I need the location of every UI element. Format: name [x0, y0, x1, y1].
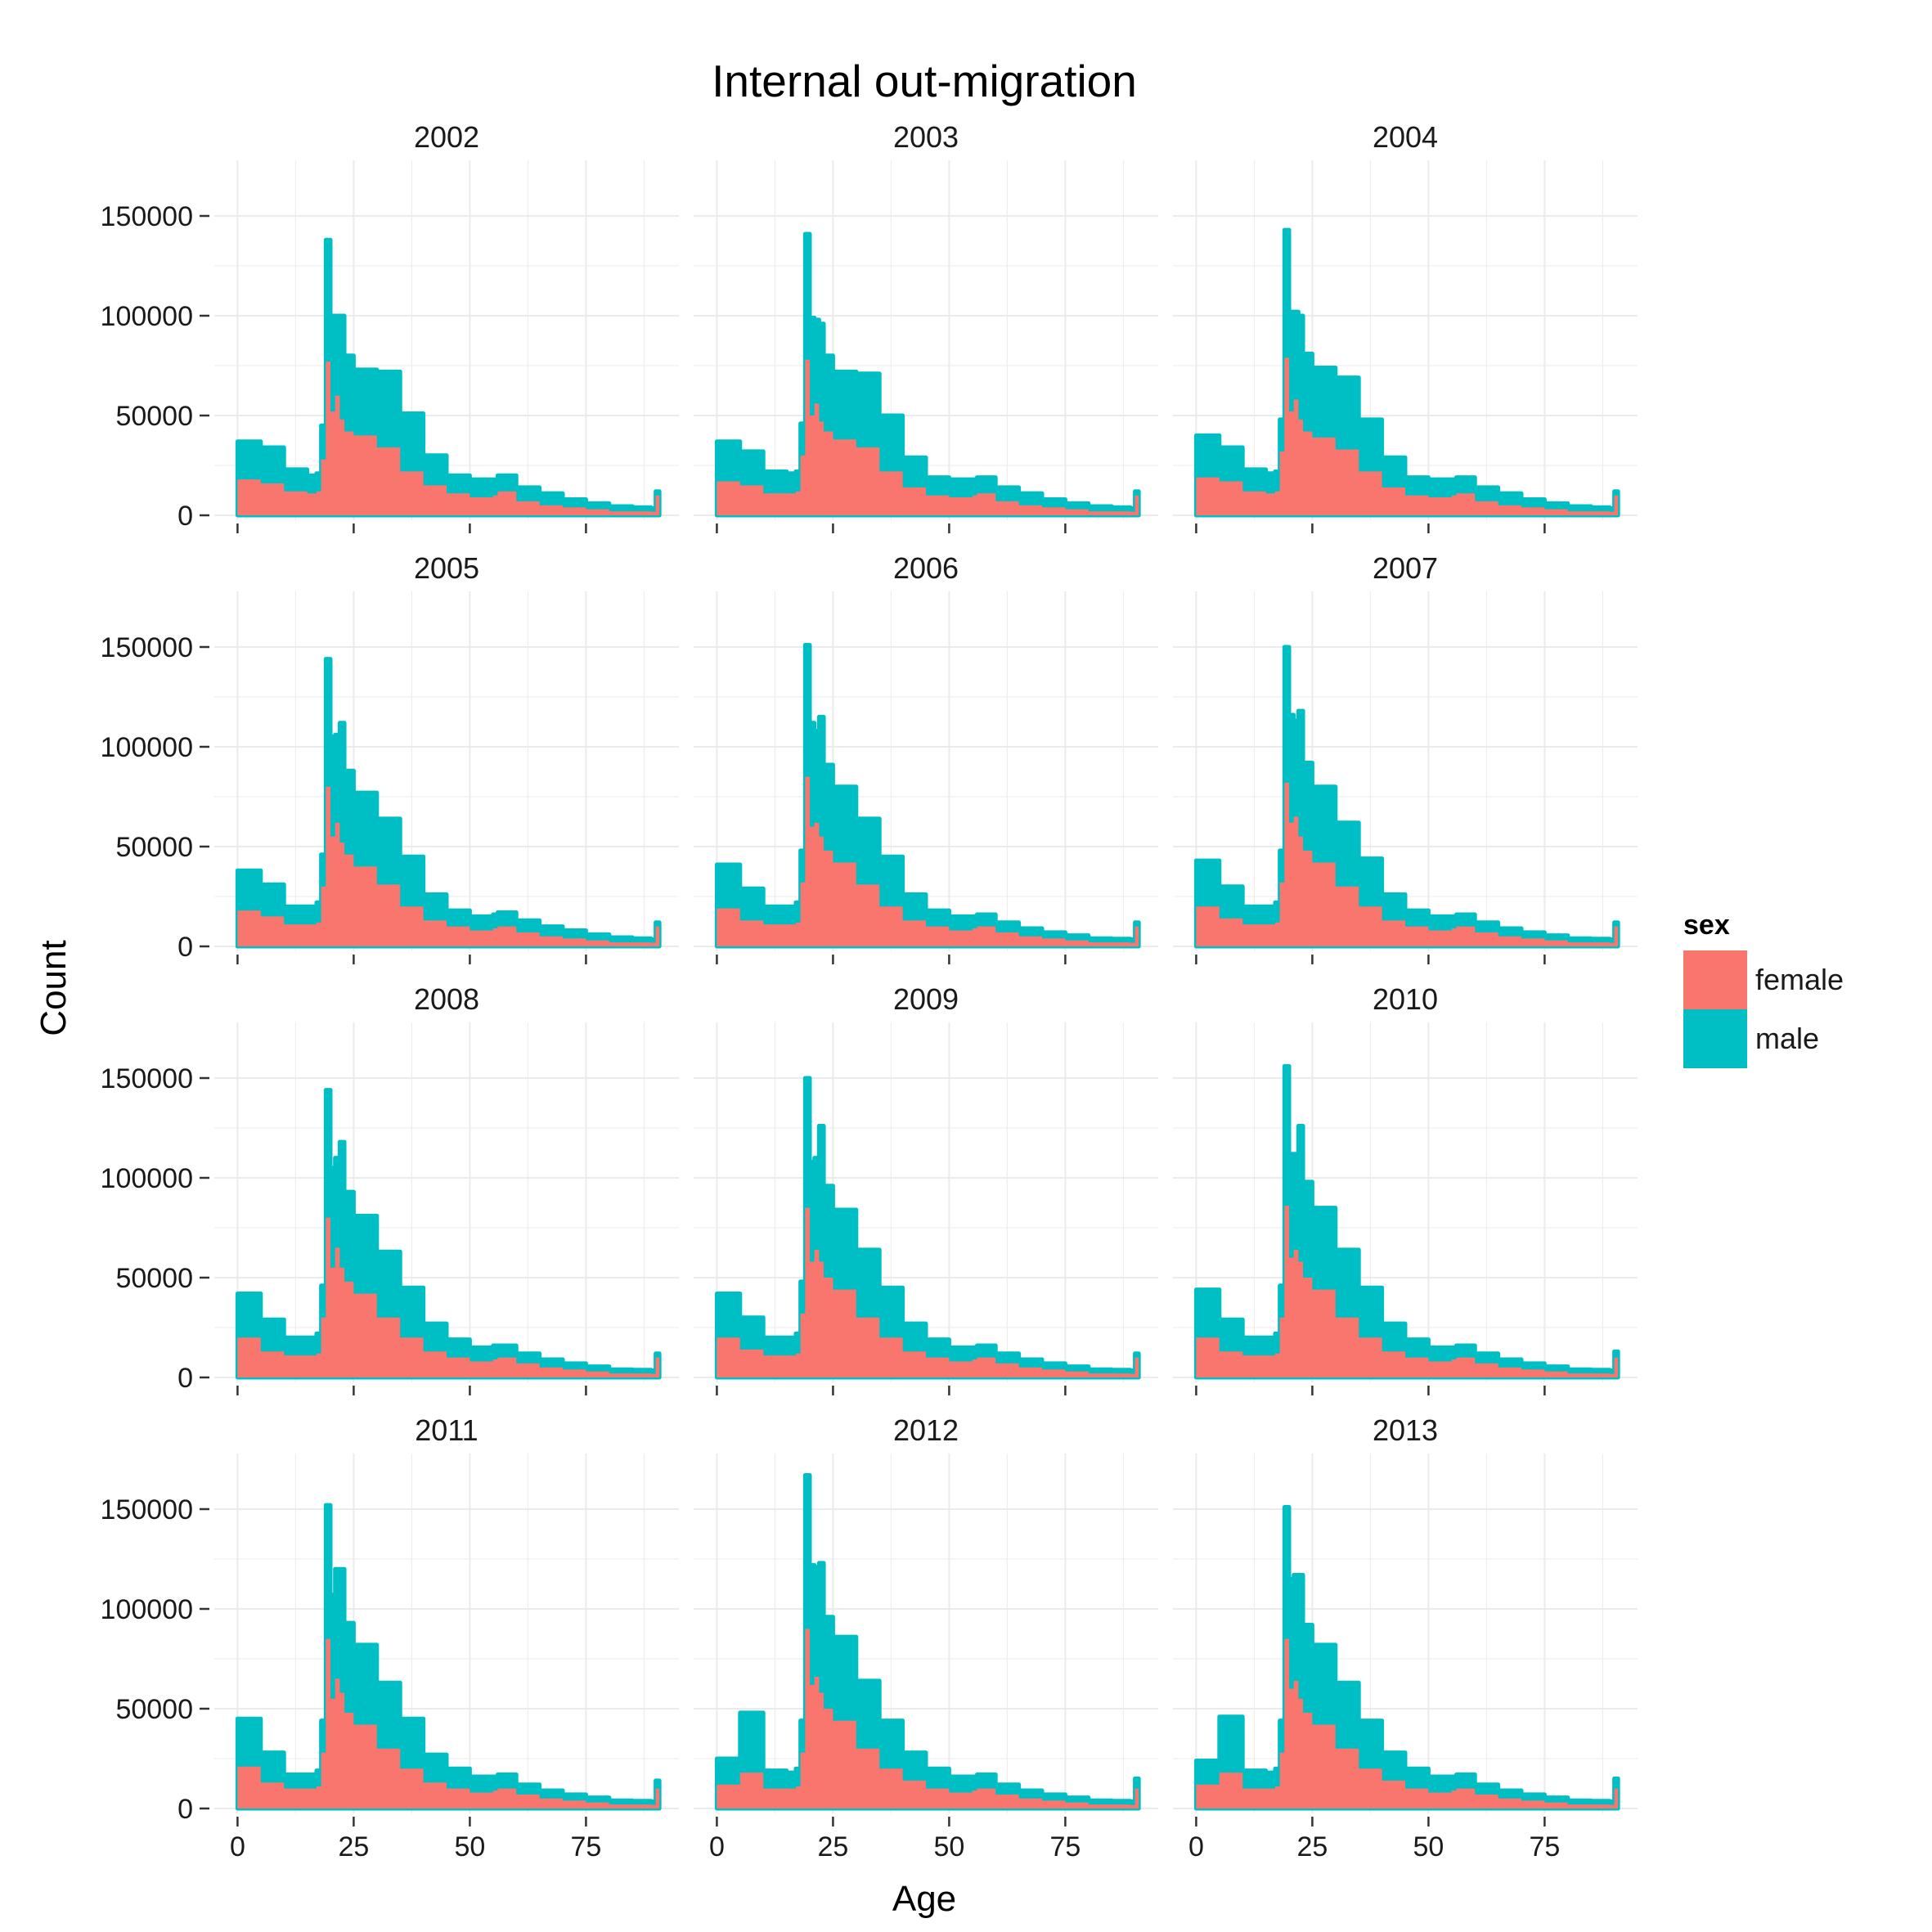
legend: sex female male — [1683, 910, 1844, 1068]
y-tick-label: 150000 — [101, 632, 193, 663]
facet-strip-label: 2013 — [1373, 1413, 1438, 1447]
male-area — [1193, 1063, 1620, 1380]
y-tick-label: 50000 — [115, 401, 193, 432]
legend-label-male: male — [1755, 1022, 1819, 1055]
facet-strip-label: 2012 — [893, 1413, 959, 1447]
y-tick-label: 0 — [177, 1794, 193, 1825]
female-area — [1196, 1638, 1619, 1808]
female-area — [1196, 782, 1619, 946]
y-tick-label: 100000 — [101, 1163, 193, 1194]
x-axis-title: Age — [892, 1879, 956, 1919]
x-tick-label: 50 — [1413, 1831, 1444, 1862]
facet-panel-2012: 2012 0 25 50 75 — [694, 1413, 1158, 1862]
y-tick-label: 0 — [177, 501, 193, 532]
female-area — [237, 1217, 660, 1377]
facet-strip-label: 2007 — [1373, 551, 1438, 585]
y-tick-label: 50000 — [115, 1694, 193, 1725]
y-tick-label: 100000 — [101, 1594, 193, 1625]
facet-strip-label: 2011 — [415, 1413, 478, 1447]
x-tick-label: 75 — [570, 1831, 601, 1862]
male-area — [235, 1503, 662, 1811]
y-tick-label: 0 — [177, 932, 193, 963]
x-tick-label: 0 — [230, 1831, 245, 1862]
female-area — [237, 362, 660, 515]
female-area — [717, 1207, 1139, 1377]
female-area — [717, 776, 1139, 946]
x-tick-label: 25 — [817, 1831, 848, 1862]
female-area — [717, 1629, 1139, 1808]
facet-strip-label: 2004 — [1373, 120, 1438, 154]
chart-title: Internal out-migration — [712, 56, 1137, 106]
male-area — [714, 643, 1141, 949]
facet-strip-label: 2008 — [414, 982, 479, 1016]
x-tick-label: 75 — [1049, 1831, 1081, 1862]
facet-panel-2007: 2007 — [1173, 551, 1638, 964]
female-area — [1196, 357, 1619, 515]
legend-key-male — [1683, 1009, 1747, 1068]
y-tick-label: 50000 — [115, 1263, 193, 1294]
male-area — [235, 657, 662, 949]
facet-panel-2010: 2010 — [1173, 982, 1638, 1395]
facet-strip-label: 2006 — [893, 551, 959, 585]
female-area — [1196, 1206, 1619, 1377]
x-tick-label: 0 — [709, 1831, 725, 1862]
x-tick-label: 75 — [1529, 1831, 1560, 1862]
y-tick-label: 150000 — [101, 1063, 193, 1094]
facet-panel-2002: 2002 0 50000 100000 150000 — [101, 120, 679, 533]
y-tick-label: 150000 — [101, 201, 193, 232]
x-tick-label: 25 — [1296, 1831, 1328, 1862]
y-tick-label: 150000 — [101, 1494, 193, 1525]
x-tick-label: 50 — [454, 1831, 485, 1862]
male-area — [235, 1088, 662, 1380]
y-tick-label: 100000 — [101, 732, 193, 763]
facet-panel-2005: 2005 0 50000 100000 150000 — [101, 551, 679, 964]
y-tick-label: 50000 — [115, 832, 193, 863]
facet-panel-2011: 2011 0 50000 100000 150000 0 25 50 75 — [101, 1413, 679, 1862]
facet-panel-2009: 2009 — [694, 982, 1158, 1395]
x-tick-label: 25 — [338, 1831, 369, 1862]
facet-panel-2008: 2008 0 50000 100000 150000 — [101, 982, 679, 1395]
facet-panel-2006: 2006 — [694, 551, 1158, 964]
facet-strip-label: 2009 — [893, 982, 959, 1016]
facet-panel-2004: 2004 — [1173, 120, 1638, 533]
legend-key-female — [1683, 950, 1747, 1009]
facet-strip-label: 2003 — [893, 120, 959, 154]
facet-panel-2013: 2013 0 25 50 75 — [1173, 1413, 1638, 1862]
legend-title: sex — [1683, 910, 1730, 941]
female-area — [237, 786, 660, 946]
facet-strip-label: 2010 — [1373, 982, 1438, 1016]
facet-strip-label: 2005 — [414, 551, 479, 585]
female-area — [237, 1638, 660, 1808]
male-area — [235, 237, 662, 518]
x-tick-label: 0 — [1188, 1831, 1204, 1862]
y-tick-label: 100000 — [101, 301, 193, 332]
male-area — [1193, 227, 1620, 518]
male-area — [1193, 1505, 1620, 1811]
female-area — [717, 359, 1139, 515]
x-tick-label: 50 — [933, 1831, 964, 1862]
y-tick-label: 0 — [177, 1363, 193, 1394]
facet-strip-label: 2002 — [414, 120, 479, 154]
y-axis-title: Count — [34, 940, 74, 1036]
legend-label-female: female — [1755, 963, 1844, 996]
facet-panel-2003: 2003 — [694, 120, 1158, 533]
male-area — [714, 231, 1141, 518]
